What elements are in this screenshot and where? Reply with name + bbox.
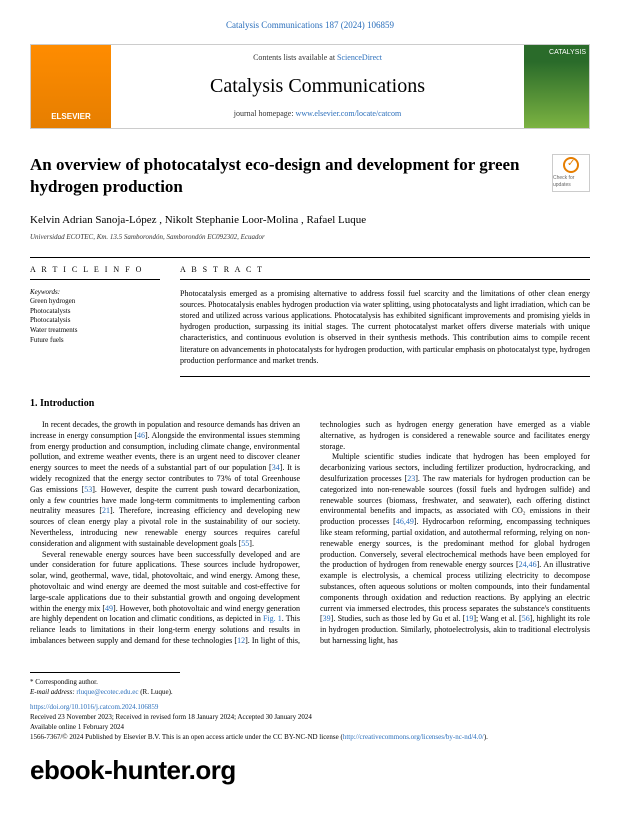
received-dates: Received 23 November 2023; Received in r… (30, 713, 590, 723)
journal-homepage: journal homepage: www.elsevier.com/locat… (119, 109, 516, 119)
abstract: A B S T R A C T Photocatalysis emerged a… (180, 260, 590, 377)
affiliation: Universidad ECOTEC, Km. 13.5 Samborondón… (30, 233, 590, 242)
body-columns: In recent decades, the growth in populat… (30, 420, 590, 647)
publisher-logo-box: ELSEVIER (31, 45, 111, 128)
authors: Kelvin Adrian Sanoja-López , Nikolt Step… (30, 213, 590, 227)
elsevier-logo: ELSEVIER (51, 112, 91, 122)
available-date: Available online 1 February 2024 (30, 723, 590, 733)
paper-title: An overview of photocatalyst eco-design … (30, 154, 552, 198)
keywords-label: Keywords: (30, 288, 160, 297)
journal-title: Catalysis Communications (119, 73, 516, 99)
fig-link[interactable]: Fig. 1 (263, 614, 282, 623)
abstract-text: Photocatalysis emerged as a promising al… (180, 288, 590, 377)
watermark: ebook-hunter.org (30, 754, 590, 788)
email-link[interactable]: rluque@ecotec.edu.ec (76, 688, 138, 696)
article-info: A R T I C L E I N F O Keywords: Green hy… (30, 260, 160, 377)
ref-link[interactable]: 46 (137, 431, 145, 440)
ref-link[interactable]: 12 (237, 636, 245, 645)
doi-link[interactable]: https://doi.org/10.1016/j.catcom.2024.10… (30, 703, 158, 711)
intro-p1: In recent decades, the growth in populat… (30, 420, 300, 550)
info-abstract-row: A R T I C L E I N F O Keywords: Green hy… (30, 257, 590, 377)
intro-heading: 1. Introduction (30, 397, 590, 410)
email-line: E-mail address: rluque@ecotec.edu.ec (R.… (30, 688, 590, 698)
contents-available: Contents lists available at ScienceDirec… (119, 53, 516, 63)
keywords-list: Green hydrogen Photocatalysts Photocatal… (30, 297, 160, 346)
ref-link[interactable]: 49 (105, 604, 113, 613)
ref-link[interactable]: 46,49 (396, 517, 414, 526)
homepage-link[interactable]: www.elsevier.com/locate/catcom (296, 109, 402, 118)
cover-label: CATALYSIS (549, 48, 586, 57)
ref-link[interactable]: 56 (522, 614, 530, 623)
license-line: 1566-7367/© 2024 Published by Elsevier B… (30, 733, 590, 743)
journal-cover: CATALYSIS (524, 45, 589, 128)
banner-center: Contents lists available at ScienceDirec… (111, 45, 524, 128)
journal-banner: ELSEVIER Contents lists available at Sci… (30, 44, 590, 129)
sciencedirect-link[interactable]: ScienceDirect (337, 53, 382, 62)
ref-link[interactable]: 21 (102, 506, 110, 515)
check-icon (563, 157, 579, 173)
corresponding-author: * Corresponding author. (30, 678, 590, 688)
footer: * Corresponding author. E-mail address: … (30, 678, 590, 743)
abstract-heading: A B S T R A C T (180, 260, 590, 279)
header-citation: Catalysis Communications 187 (2024) 1068… (30, 20, 590, 32)
license-link[interactable]: http://creativecommons.org/licenses/by-n… (343, 733, 484, 741)
check-updates-badge[interactable]: Check for updates (552, 154, 590, 192)
footer-separator (30, 672, 180, 673)
info-heading: A R T I C L E I N F O (30, 260, 160, 279)
ref-link[interactable]: 24,46 (519, 560, 537, 569)
ref-link[interactable]: 34 (272, 463, 280, 472)
title-row: An overview of photocatalyst eco-design … (30, 154, 590, 198)
intro-p3: Multiple scientific studies indicate tha… (320, 452, 590, 646)
ref-link[interactable]: 39 (323, 614, 331, 623)
